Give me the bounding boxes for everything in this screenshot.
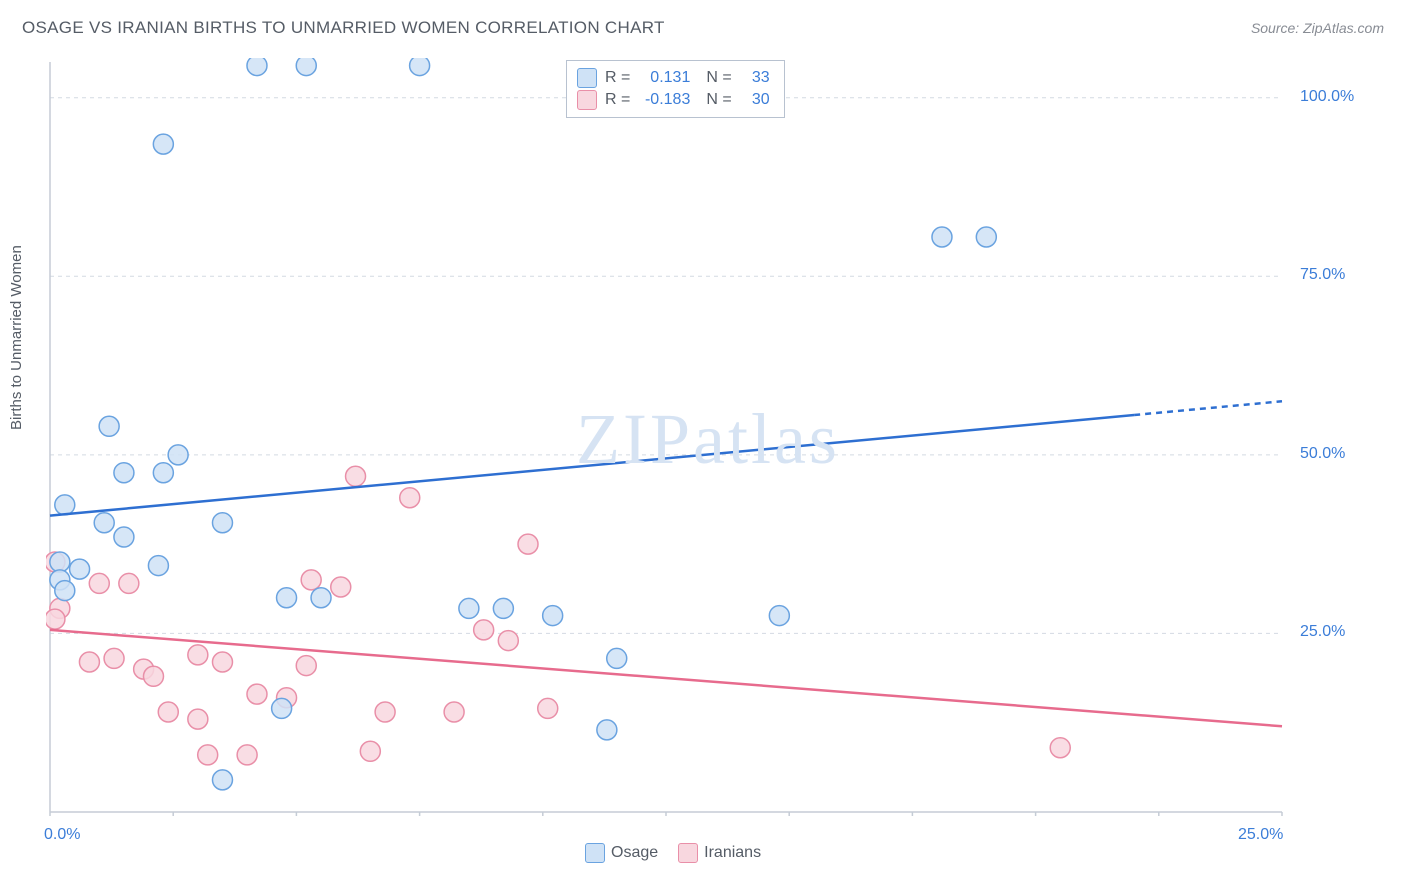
legend-swatch: [577, 90, 597, 110]
legend-series: Osage Iranians: [585, 843, 761, 863]
ytick-label: 50.0%: [1300, 445, 1345, 463]
chart-header: OSAGE VS IRANIAN BIRTHS TO UNMARRIED WOM…: [22, 18, 1384, 38]
r-value: 0.131: [638, 67, 690, 89]
legend-swatch: [585, 843, 605, 863]
legend-swatch: [678, 843, 698, 863]
n-label: N =: [706, 67, 731, 89]
legend-label: Osage: [611, 844, 658, 861]
chart-plot-area: ZIPatlas R =0.131N =33R =-0.183N =30 25.…: [46, 58, 1286, 816]
r-value: -0.183: [638, 89, 690, 111]
xtick-label: 0.0%: [44, 826, 80, 844]
ytick-label: 100.0%: [1300, 88, 1354, 106]
n-value: 30: [740, 89, 770, 111]
chart-svg: [46, 58, 1286, 816]
legend-stats: R = 0.131 N = 33 R = -0.183 N = 30: [566, 60, 785, 118]
n-value: 33: [740, 67, 770, 89]
legend-swatch: [577, 68, 597, 88]
legend-label: Iranians: [704, 844, 761, 861]
xtick-label: 25.0%: [1238, 826, 1283, 844]
r-label: R =: [605, 67, 630, 89]
source-name: ZipAtlas.com: [1303, 20, 1384, 36]
chart-source: Source: ZipAtlas.com: [1251, 20, 1384, 36]
legend-stat-row: R = 0.131 N = 33: [577, 67, 770, 89]
legend-stat-row: R = -0.183 N = 30: [577, 89, 770, 111]
chart-title: OSAGE VS IRANIAN BIRTHS TO UNMARRIED WOM…: [22, 18, 665, 38]
yaxis-label: Births to Unmarried Women: [8, 245, 25, 430]
n-label: N =: [706, 89, 731, 111]
source-prefix: Source:: [1251, 20, 1303, 36]
r-label: R =: [605, 89, 630, 111]
legend-item: Osage: [585, 843, 658, 863]
ytick-label: 75.0%: [1300, 266, 1345, 284]
ytick-label: 25.0%: [1300, 623, 1345, 641]
legend-item: Iranians: [678, 843, 761, 863]
